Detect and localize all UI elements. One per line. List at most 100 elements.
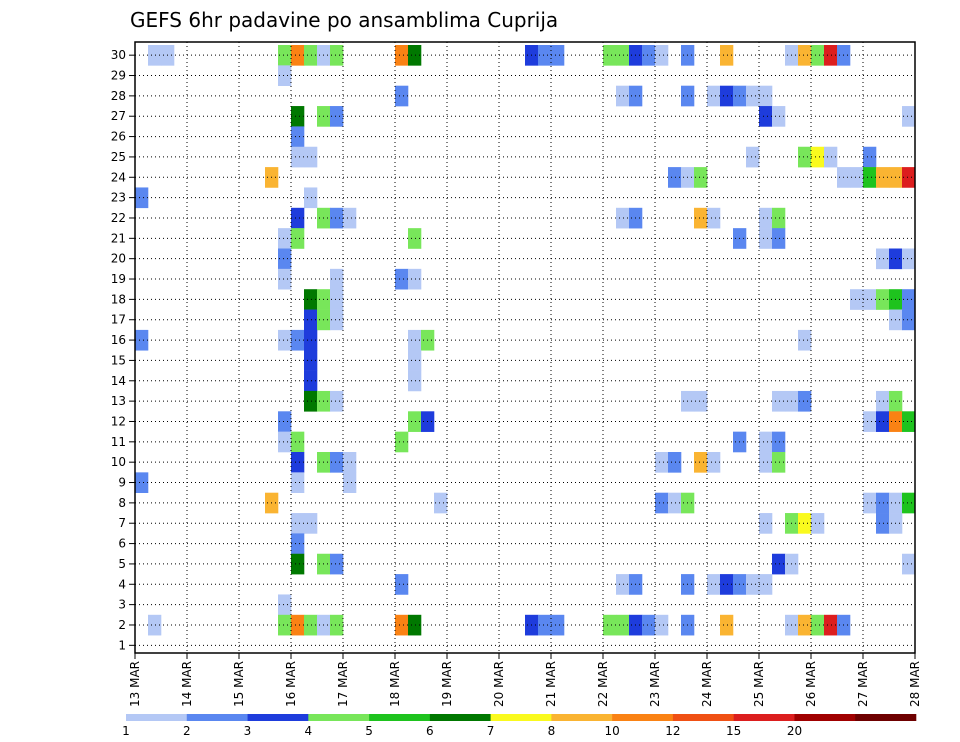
- y-tick-label: 7: [118, 516, 126, 530]
- heatmap-cell: [395, 45, 409, 66]
- legend-swatch: [672, 714, 734, 721]
- heatmap-cell: [798, 329, 812, 351]
- heatmap-cell: [291, 452, 305, 473]
- heatmap-cell: [720, 614, 734, 636]
- y-tick-label: 17: [111, 313, 126, 327]
- heatmap-cell: [304, 350, 318, 371]
- heatmap-cell: [668, 167, 682, 188]
- heatmap-cell: [707, 574, 721, 595]
- heatmap-cell: [772, 228, 786, 249]
- heatmap-cell: [291, 533, 305, 555]
- legend-swatch: [551, 714, 613, 721]
- heatmap-cell: [304, 187, 318, 209]
- heatmap-cell: [291, 513, 305, 534]
- heatmap-cell: [291, 106, 305, 127]
- heatmap-cell: [304, 146, 318, 168]
- heatmap-cell: [291, 472, 305, 493]
- heatmap-cell: [824, 614, 838, 636]
- heatmap-cell: [694, 167, 708, 188]
- y-tick-label: 16: [111, 333, 126, 347]
- heatmap-cell: [902, 248, 916, 270]
- heatmap-cell: [616, 85, 630, 107]
- heatmap-cell: [330, 289, 344, 310]
- heatmap-cell: [655, 45, 669, 66]
- legend-label: 3: [244, 724, 252, 738]
- heatmap-cell: [304, 309, 318, 331]
- heatmap-cell: [902, 411, 916, 432]
- y-tick-label: 26: [111, 130, 126, 144]
- heatmap-cell: [772, 390, 786, 412]
- heatmap-cell: [304, 45, 318, 66]
- heatmap-cell: [330, 553, 344, 575]
- heatmap-cell: [876, 513, 890, 534]
- heatmap-cell: [863, 492, 877, 514]
- y-tick-label: 3: [118, 598, 126, 612]
- heatmap-cell: [395, 85, 409, 107]
- heatmap-cell: [655, 614, 669, 636]
- y-tick-label: 1: [118, 638, 126, 652]
- heatmap-cell: [668, 492, 682, 514]
- heatmap-cells: [135, 45, 916, 636]
- heatmap-cell: [304, 390, 318, 412]
- legend-label: 7: [487, 724, 495, 738]
- heatmap-cell: [902, 106, 916, 127]
- heatmap-cell: [720, 574, 734, 595]
- heatmap-cell: [148, 45, 162, 66]
- y-tick-label: 20: [111, 252, 126, 266]
- heatmap-cell: [278, 65, 292, 86]
- legend-swatch: [308, 714, 370, 721]
- x-tick-label: 23 MAR: [648, 661, 662, 707]
- heatmap-cell: [876, 411, 890, 432]
- heatmap-cell: [616, 614, 630, 636]
- y-tick-label: 6: [118, 537, 126, 551]
- heatmap-cell: [330, 207, 344, 229]
- legend-swatch: [733, 714, 795, 721]
- y-tick-label: 18: [111, 292, 126, 306]
- heatmap-cell: [798, 390, 812, 412]
- heatmap-cell: [278, 594, 292, 616]
- heatmap-cell: [330, 309, 344, 331]
- heatmap-cell: [538, 614, 552, 636]
- heatmap-cell: [746, 85, 760, 107]
- heatmap-cell: [408, 370, 422, 392]
- heatmap-cell: [811, 614, 825, 636]
- heatmap-cell: [902, 492, 916, 514]
- y-tick-label: 25: [111, 150, 126, 164]
- heatmap-cell: [694, 452, 708, 473]
- heatmap-cell: [330, 614, 344, 636]
- x-tick-label: 22 MAR: [596, 661, 610, 707]
- heatmap-cell: [759, 106, 773, 127]
- heatmap-cell: [668, 452, 682, 473]
- heatmap-cell: [863, 411, 877, 432]
- heatmap-cell: [408, 350, 422, 371]
- y-tick-label: 23: [111, 191, 126, 205]
- heatmap-cell: [278, 411, 292, 432]
- heatmap-cell: [772, 106, 786, 127]
- y-tick-label: 30: [111, 48, 126, 62]
- heatmap-cell: [811, 513, 825, 534]
- heatmap-cell: [278, 614, 292, 636]
- legend-label: 6: [426, 724, 434, 738]
- x-tick-label: 20 MAR: [492, 661, 506, 707]
- heatmap-cell: [408, 268, 422, 290]
- heatmap-cell: [395, 574, 409, 595]
- plot-frame: [134, 41, 916, 654]
- heatmap-cell: [707, 85, 721, 107]
- heatmap-cell: [876, 492, 890, 514]
- heatmap-cell: [395, 268, 409, 290]
- y-tick-label: 14: [111, 374, 126, 388]
- y-tick-label: 10: [111, 455, 126, 469]
- heatmap-cell: [772, 452, 786, 473]
- heatmap-cell: [343, 207, 357, 229]
- heatmap-cell: [291, 228, 305, 249]
- legend-swatch: [855, 714, 917, 721]
- x-tick-label: 21 MAR: [544, 661, 558, 707]
- heatmap-cell: [876, 289, 890, 310]
- heatmap-cell: [291, 431, 305, 453]
- heatmap-cell: [759, 85, 773, 107]
- x-tick-label: 14 MAR: [180, 661, 194, 707]
- heatmap-cell: [798, 45, 812, 66]
- heatmap-cell: [772, 553, 786, 575]
- legend-label: 12: [665, 724, 680, 738]
- y-tick-label: 22: [111, 211, 126, 225]
